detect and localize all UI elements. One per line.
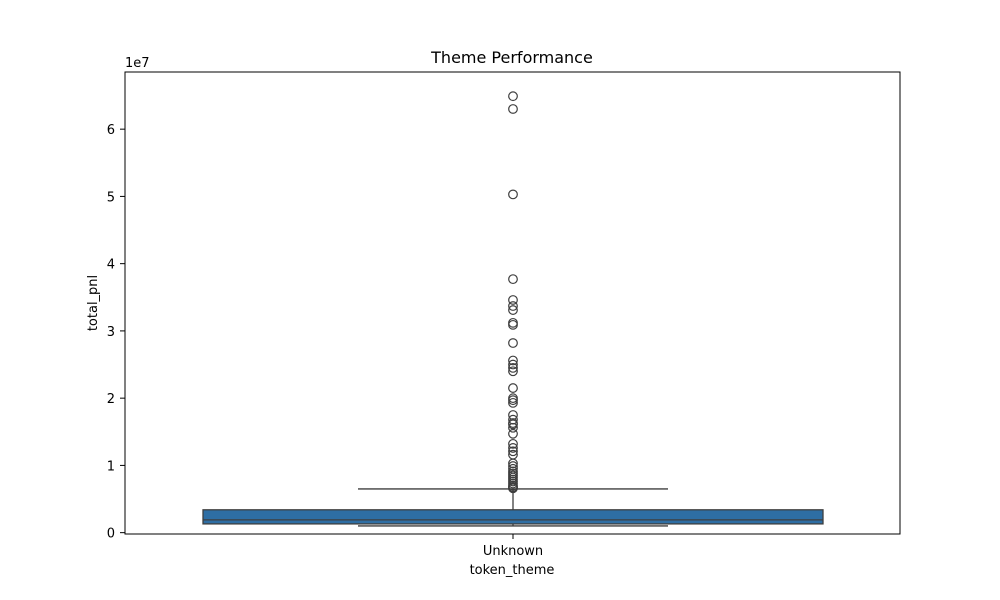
outlier-point <box>508 483 518 494</box>
outlier-point <box>508 438 518 449</box>
outlier-point <box>508 295 518 305</box>
y-axis-label: total_pnl <box>86 275 101 331</box>
outlier-point <box>508 338 518 348</box>
outlier-point <box>508 355 518 366</box>
outlier-point <box>508 395 518 406</box>
outlier-point <box>508 428 518 439</box>
outlier-point <box>508 461 518 471</box>
y-tick-label: 3 <box>107 325 115 340</box>
x-axis-label: token_theme <box>470 563 555 578</box>
chart-title: Theme Performance <box>430 48 593 67</box>
outlier-point <box>508 446 518 457</box>
outlier-point <box>508 301 518 311</box>
y-tick-label: 1 <box>107 459 115 474</box>
y-tick-label: 2 <box>107 392 115 407</box>
outlier-point <box>508 317 518 328</box>
outlier-point <box>508 422 518 433</box>
outlier-point <box>508 274 518 285</box>
outlier-point <box>508 319 518 330</box>
outlier-point <box>508 419 518 430</box>
y-axis: 0 1 2 3 4 5 6 <box>107 123 125 542</box>
outlier-point <box>508 305 518 315</box>
outlier-point <box>508 397 518 408</box>
outlier-points <box>508 91 518 494</box>
y-tick-label: 6 <box>107 123 115 138</box>
x-axis: Unknown <box>483 534 543 559</box>
box-plot <box>202 488 824 527</box>
x-tick-label: Unknown <box>483 544 543 559</box>
outlier-point <box>508 359 518 370</box>
y-tick-label: 4 <box>107 258 115 273</box>
outlier-point <box>508 366 518 377</box>
y-tick-label: 0 <box>107 527 115 542</box>
outlier-point <box>508 91 518 102</box>
outlier-point <box>508 383 518 393</box>
outlier-point <box>508 189 518 200</box>
outlier-point <box>508 362 518 373</box>
iqr-box <box>202 509 824 525</box>
outlier-point <box>508 443 518 453</box>
y-tick-label: 5 <box>107 190 115 205</box>
y-scale-label: 1e7 <box>125 56 150 71</box>
outlier-point <box>508 104 518 114</box>
